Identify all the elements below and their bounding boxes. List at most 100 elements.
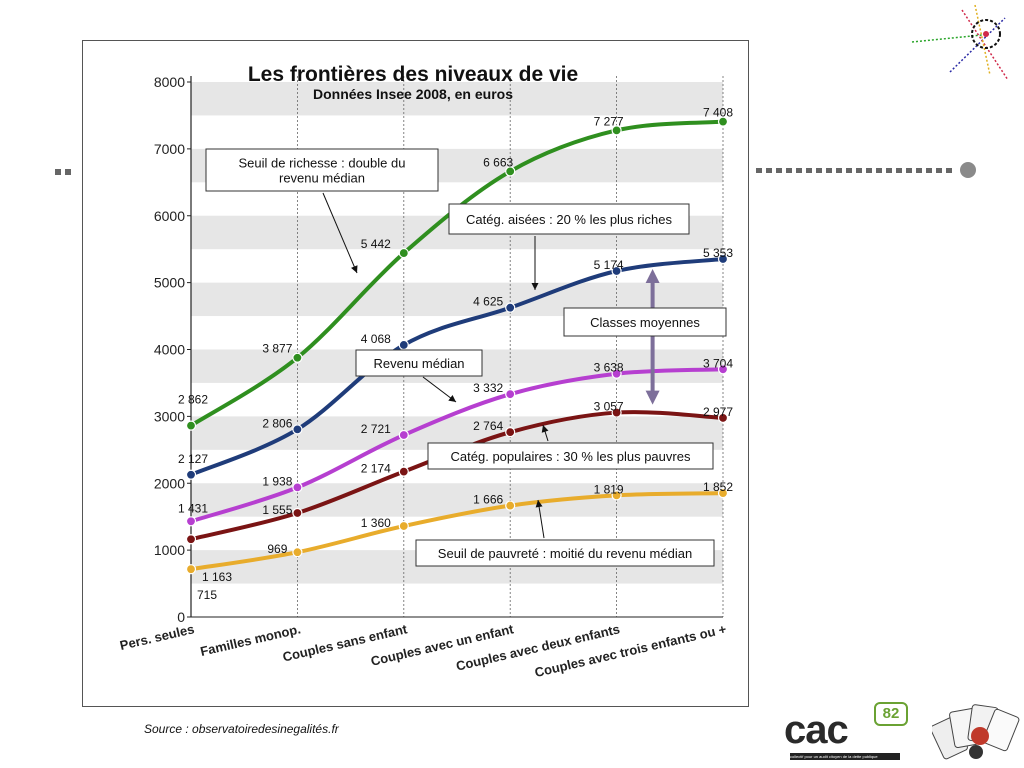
data-label: 1 163	[202, 570, 232, 584]
data-label: 1 360	[361, 516, 391, 530]
slide-dot	[806, 168, 812, 173]
data-label: 2 174	[361, 462, 391, 476]
annotation-text: revenu médian	[279, 171, 365, 186]
slide-dot	[906, 168, 912, 173]
annotation-box	[415, 539, 715, 567]
annotation-arrowhead	[531, 283, 539, 290]
data-point	[398, 466, 409, 477]
y-tick-label: 3000	[154, 408, 185, 424]
data-point	[717, 412, 729, 424]
data-point	[611, 407, 622, 418]
annotation-arrowhead	[448, 394, 456, 402]
slide-dot	[786, 168, 792, 173]
annotation-box	[563, 307, 727, 337]
slide-dot	[896, 168, 902, 173]
annotation-text: Classes moyennes	[590, 315, 700, 330]
data-point	[611, 368, 622, 379]
data-label: 6 663	[483, 155, 513, 169]
data-point	[505, 427, 516, 438]
slide-dot	[816, 168, 822, 173]
slide-dot	[876, 168, 882, 173]
playing-cards-icon	[932, 704, 1020, 760]
series-pauvrete: 715 969 1 360 1 666 1 819 1 852	[185, 480, 733, 602]
data-point	[398, 339, 409, 351]
slide-dot	[936, 168, 942, 173]
cac-logo: cac 82 collectif pour un audit citoyen d…	[782, 700, 1024, 768]
data-label: 4 625	[473, 295, 503, 309]
left-dots	[55, 169, 71, 175]
annotation-text: Seuil de pauvreté : moitié du revenu méd…	[438, 546, 692, 561]
data-point	[185, 469, 197, 480]
y-tick-label: 7000	[154, 141, 185, 157]
data-point	[717, 116, 729, 127]
data-label: 1 938	[262, 474, 292, 488]
data-point	[611, 125, 622, 136]
slide-dot	[826, 168, 832, 173]
data-label: 2 977	[703, 405, 733, 419]
data-point	[717, 253, 729, 265]
data-point	[398, 429, 409, 441]
data-point	[611, 490, 622, 501]
logo-badge: 82	[874, 702, 908, 726]
right-dotted-line	[756, 168, 952, 173]
slide-dot	[916, 168, 922, 173]
annotation-box	[427, 442, 714, 470]
data-label: 5 353	[703, 246, 733, 260]
annotation-aisees: Catég. aisées : 20 % les plus riches	[448, 203, 690, 290]
annotation-arrowhead	[535, 500, 543, 508]
slide-dot	[766, 168, 772, 173]
slide-dot	[886, 168, 892, 173]
series-layer: 2 862 3 877 5 442 6 663 7 277 7 408 2 127 2 806…	[178, 106, 733, 603]
logo-text: cac	[784, 708, 849, 752]
slide-dot	[796, 168, 802, 173]
y-tick-label: 4000	[154, 342, 185, 358]
crosshair-icon	[911, 4, 1009, 81]
data-point	[292, 424, 303, 435]
data-point	[292, 507, 303, 519]
line-chart: 0 1000 2000 3000 4000 5000 6000 7000 8000 Pers. …	[118, 63, 733, 680]
data-label: 1 819	[594, 482, 624, 496]
series-aisees: 2 127 2 806 4 068 4 625 5 174 5 353	[178, 246, 733, 480]
data-label: 2 127	[178, 452, 208, 466]
annotation-moyennes: Classes moyennes	[563, 307, 727, 337]
annotation-populaires: Catég. populaires : 30 % les plus pauvre…	[427, 424, 714, 470]
y-tick-label: 8000	[154, 74, 185, 90]
data-point	[292, 547, 303, 558]
data-label: 3 332	[473, 381, 503, 395]
data-point	[185, 564, 197, 575]
series-line	[189, 491, 725, 572]
data-point	[611, 265, 622, 277]
data-label: 1 431	[178, 501, 208, 515]
data-label: 5 174	[594, 258, 624, 272]
data-point	[185, 534, 197, 545]
slide-dot	[856, 168, 862, 173]
data-label: 3 704	[703, 356, 733, 370]
data-point	[398, 520, 409, 532]
data-label: 5 442	[361, 237, 391, 251]
chart-frame: 0 1000 2000 3000 4000 5000 6000 7000 8000 Pers. …	[82, 40, 749, 707]
slide-dot	[946, 168, 952, 173]
chart-subtitle: Données Insee 2008, en euros	[313, 86, 513, 102]
data-point	[185, 420, 197, 431]
annotation-text: Revenu médian	[373, 356, 464, 371]
series-line	[189, 119, 725, 428]
series-richesse: 2 862 3 877 5 442 6 663 7 277 7 408	[178, 106, 733, 431]
data-label: 969	[267, 542, 287, 556]
x-axis: Pers. seules Familles monop.Couples sans …	[118, 616, 728, 680]
logo-tagline: collectif pour un audit citoyen de la de…	[790, 753, 900, 760]
data-point	[505, 389, 516, 400]
source-caption: Source : observatoiredesinegalités.fr	[144, 722, 339, 736]
series-line	[189, 367, 725, 524]
data-label: 2 721	[361, 422, 391, 436]
annotation-pauvrete: Seuil de pauvreté : moitié du revenu méd…	[415, 499, 715, 567]
y-tick-label: 2000	[154, 475, 185, 491]
slide-dot	[926, 168, 932, 173]
data-label: 1 666	[473, 493, 503, 507]
data-label: 2 862	[178, 393, 208, 407]
y-tick-label: 0	[177, 609, 185, 625]
data-label: 3 057	[594, 400, 624, 414]
data-label: 7 408	[703, 106, 733, 120]
data-point	[505, 302, 516, 313]
